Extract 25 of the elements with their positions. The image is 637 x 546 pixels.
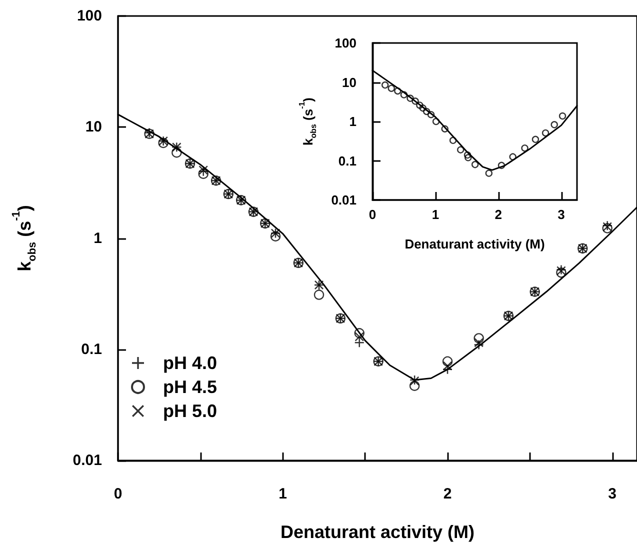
x-axis-title: Denaturant activity (M) bbox=[280, 522, 475, 542]
x-tick-label: 0 bbox=[368, 207, 376, 222]
x-tick-label: 1 bbox=[278, 486, 287, 502]
x-tick-label: 3 bbox=[608, 486, 616, 502]
y-tick-label: 1 bbox=[94, 230, 102, 247]
y-tick-label: 0.1 bbox=[81, 340, 102, 358]
y-tick-label: 0.01 bbox=[72, 452, 102, 469]
y-tick-label: 0.1 bbox=[338, 153, 356, 168]
y-axis-title: kobs (s-1) bbox=[298, 97, 318, 146]
x-tick-label: 0 bbox=[114, 486, 122, 502]
x-axis-title: Denaturant activity (M) bbox=[404, 236, 545, 252]
x-tick-label: 2 bbox=[443, 486, 452, 502]
y-tick-label: 100 bbox=[334, 36, 356, 50]
x-tick-label: 2 bbox=[494, 207, 502, 222]
x-tick-label: 3 bbox=[558, 207, 565, 222]
legend-label: pH 5.0 bbox=[163, 401, 218, 421]
y-axis-title: kobs (s-1) bbox=[10, 205, 38, 272]
x-tick-label: 1 bbox=[432, 207, 440, 222]
legend-label: pH 4.5 bbox=[163, 377, 218, 397]
legend-label: pH 4.0 bbox=[163, 353, 218, 373]
y-tick-label: 100 bbox=[76, 8, 102, 24]
y-tick-label: 10 bbox=[85, 118, 102, 136]
y-tick-label: 1 bbox=[349, 114, 356, 129]
y-tick-label: 10 bbox=[342, 74, 356, 90]
y-tick-label: 0.01 bbox=[331, 192, 356, 208]
